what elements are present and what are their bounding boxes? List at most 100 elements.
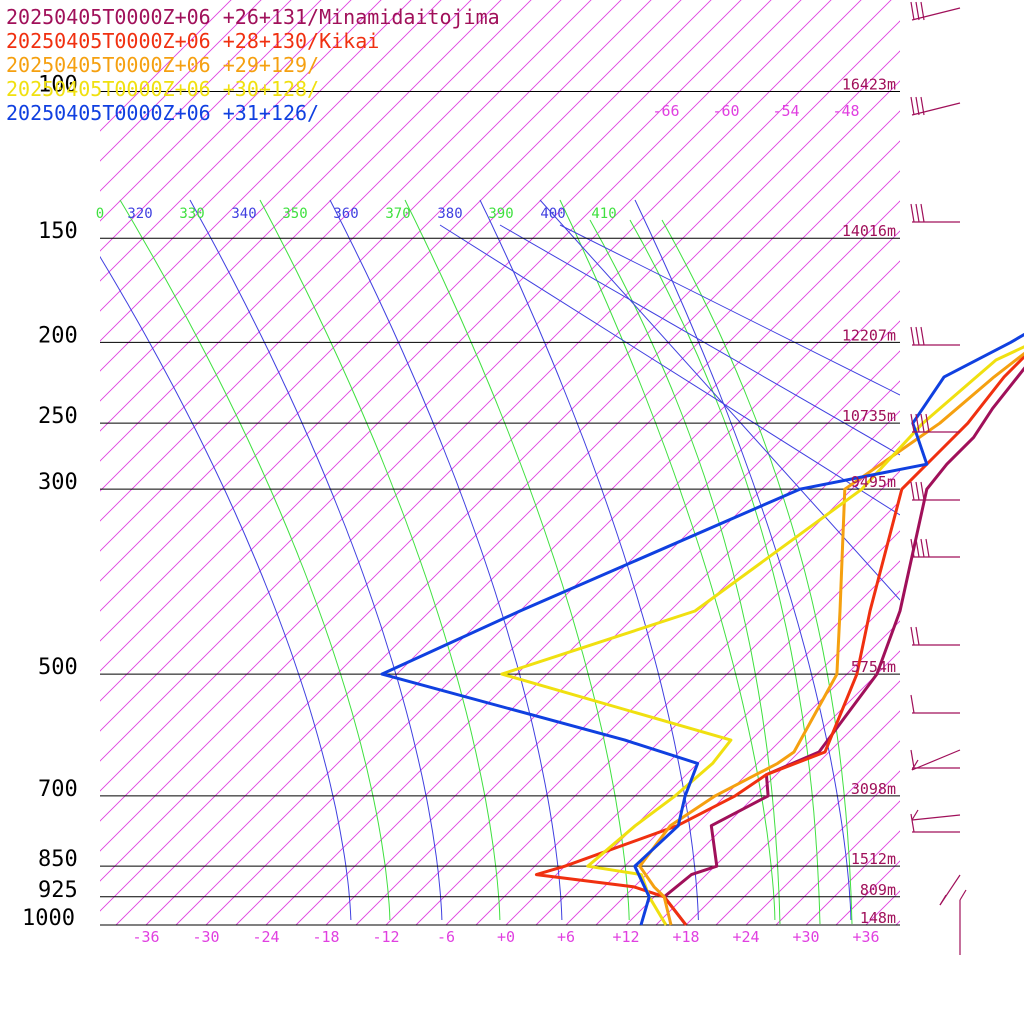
temperature-tick: +30 [792, 928, 819, 946]
isotherm-line [175, 200, 900, 925]
temperature-tick: +12 [612, 928, 639, 946]
pressure-label-150: 150 [38, 219, 78, 244]
sounding-line-4 [380, 332, 1024, 926]
sounding-line-0 [662, 366, 1024, 926]
wind-barb [910, 1, 961, 21]
temperature-tick: +6 [557, 928, 575, 946]
height-label-150: 14016m [842, 222, 896, 240]
upper-temperature-tick: -54 [772, 102, 799, 120]
isotherm-line [565, 590, 900, 925]
temperature-tick: +24 [732, 928, 759, 946]
pressure-label-700: 700 [38, 777, 78, 802]
dry-adiabat-line [439, 224, 900, 516]
temperature-tick: -30 [192, 928, 219, 946]
isotherm-line [145, 170, 900, 925]
upper-temperature-tick: -48 [832, 102, 859, 120]
wind-barb-flag [920, 203, 925, 223]
wind-barb-flag [925, 538, 930, 558]
title-line-0: 20250405T0000Z+06 +26+131/Minamidaitojim… [6, 5, 500, 29]
wind-barb [910, 413, 960, 433]
title-line-4: 20250405T0000Z+06 +31+126/ [6, 101, 319, 125]
wind-barb [911, 749, 961, 771]
wind-barb-flag [910, 538, 915, 558]
temperature-tick: +0 [497, 928, 515, 946]
wind-barb [910, 626, 960, 646]
wind-barb [910, 96, 961, 116]
wind-barb-flag [910, 1, 915, 21]
pressure-label-850: 850 [38, 847, 78, 872]
theta-curve [189, 199, 443, 921]
height-label-100: 16423m [842, 75, 896, 93]
isotherm-line [205, 230, 900, 925]
height-label-500: 5754m [851, 658, 896, 676]
isotherm-line [355, 380, 900, 925]
wind-barb-flag [910, 203, 915, 223]
wind-barb [910, 481, 960, 501]
theta-curve [259, 199, 501, 921]
theta-curve [629, 219, 821, 925]
sounding-line-3 [500, 345, 1024, 926]
axis-labels: 100 150 200 250 300 500 700 850 925 1000 16423m 140… [22, 72, 896, 946]
isotherm-line [265, 290, 900, 925]
isotherm-line [415, 440, 900, 925]
wind-barb-shaft [911, 814, 961, 821]
wind-barb [910, 749, 960, 769]
temperature-tick: -36 [132, 928, 159, 946]
wind-barb-flag [910, 694, 915, 714]
isotherm-line [535, 560, 900, 925]
wind-barb-flag [920, 326, 925, 346]
dry-adiabat-line [539, 199, 900, 601]
pressure-label-925: 925 [38, 878, 78, 903]
wind-barb-flag [910, 626, 915, 646]
wind-barb-flag [920, 413, 925, 433]
theta-tick: 400 [540, 206, 565, 222]
height-label-700: 3098m [851, 780, 896, 798]
wind-barb-flag [920, 538, 925, 558]
wind-barb-flag [910, 813, 915, 833]
temperature-tick: -18 [312, 928, 339, 946]
wind-barb-flag [920, 1, 925, 21]
theta-tick: 370 [385, 206, 410, 222]
theta-curve [119, 199, 391, 921]
height-label-925: 809m [860, 881, 896, 899]
upper-temperature-tick: -66 [652, 102, 679, 120]
isotherm-line [100, 110, 900, 912]
wind-barb-flag [925, 413, 930, 433]
sounding-line-1 [534, 354, 1024, 926]
wind-barb-shaft [911, 749, 961, 771]
theta-curve [100, 255, 352, 921]
dry-adiabat-line [559, 224, 900, 396]
pressure-label-500: 500 [38, 655, 78, 680]
wind-barb [939, 874, 961, 906]
isotherm-line [475, 500, 900, 925]
wind-barb [910, 203, 960, 223]
wind-barb-flag [911, 809, 919, 821]
height-label-850: 1512m [851, 850, 896, 868]
theta-curve [329, 199, 563, 921]
pressure-label-300: 300 [38, 470, 78, 495]
pressure-label-250: 250 [38, 404, 78, 429]
isotherm-line [715, 740, 900, 925]
temperature-tick: +18 [672, 928, 699, 946]
theta-tick: 390 [488, 206, 513, 222]
wind-barb [910, 538, 960, 558]
theta-curve [634, 199, 852, 921]
theta-tick: 330 [179, 206, 204, 222]
wind-barb-flag [915, 96, 920, 116]
theta-tick: 320 [127, 206, 152, 222]
isotherm-line [595, 620, 900, 925]
title-legend: 20250405T0000Z+06 +26+131/Minamidaitojim… [6, 5, 500, 125]
theta-tick: 410 [591, 206, 616, 222]
wind-barb-flag [910, 96, 915, 116]
wind-barb-flag [915, 538, 920, 558]
theta-tick: 0 [96, 206, 104, 222]
wind-barb-flag [915, 203, 920, 223]
sounding-profiles [380, 332, 1024, 926]
wind-barb [910, 326, 960, 346]
height-label-300: 9495m [851, 473, 896, 491]
wind-barb [910, 813, 960, 833]
sounding-line-2 [638, 351, 1024, 926]
height-label-200: 12207m [842, 326, 896, 344]
